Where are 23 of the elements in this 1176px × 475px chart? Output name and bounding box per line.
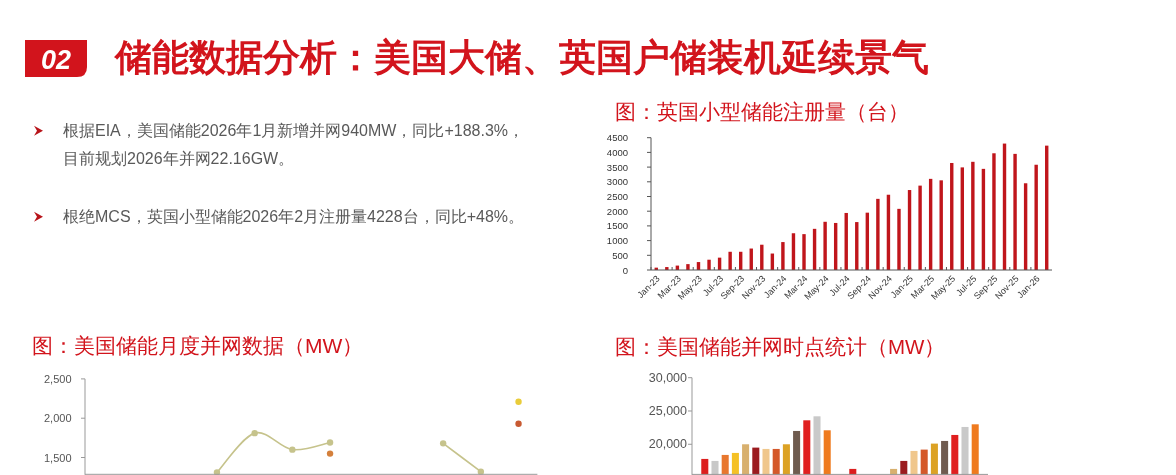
y-tick-label: 3500 (606, 161, 628, 173)
y-tick-label: 2500 (606, 191, 628, 202)
chart-title: 图：英国小型储能注册量（台） (615, 99, 909, 125)
y-tick-label: 4000 (606, 146, 628, 158)
y-tick-label: 500 (612, 249, 628, 261)
chart-title: 图：美国储能月度并网数据（MW） (32, 333, 364, 359)
y-tick-label: 2,500 (43, 372, 72, 385)
y-tick-label: 3000 (606, 176, 628, 188)
y-tick-label: 0 (622, 264, 628, 276)
section-number: 02 (41, 44, 71, 75)
y-tick-label: 2,000 (43, 412, 72, 425)
bullet-text: 根据EIA，美国储能2026年1月新增并网940MW，同比+188.3%，目前规划2026年并网22.16GW。 (63, 120, 525, 169)
bullet-text: 根绝MCS，英国小型储能2026年2月注册量4228台，同比+48%。 (63, 206, 525, 227)
title: 储能数据分析：美国大储、英国户储装机延续景气 (115, 35, 929, 80)
y-tick-label: 1,500 (43, 451, 72, 464)
y-tick-label: 2000 (606, 205, 628, 217)
y-tick-label: 4500 (606, 132, 628, 144)
y-tick-label: 20,000 (648, 437, 687, 452)
y-tick-label: 1000 (606, 235, 628, 247)
y-tick-label: 25,000 (648, 404, 687, 418)
y-tick-label: 30,000 (648, 370, 687, 385)
y-tick-label: 1500 (606, 220, 628, 232)
chart-title: 图：美国储能并网时点统计（MW） (615, 334, 946, 360)
